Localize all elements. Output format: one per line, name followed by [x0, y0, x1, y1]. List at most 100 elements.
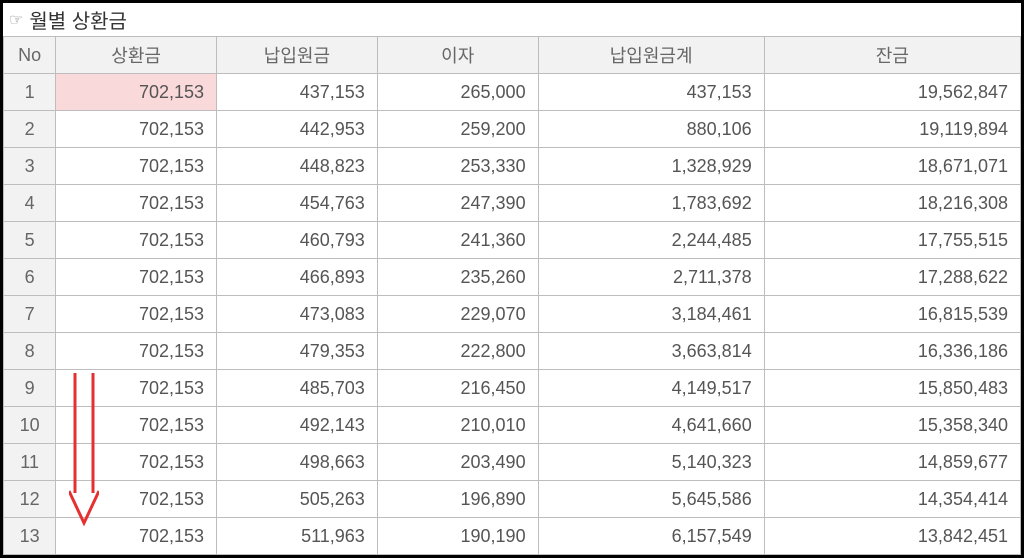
- cell-principal: 460,793: [217, 222, 378, 259]
- cell-interest: 241,360: [377, 222, 538, 259]
- cell-interest: 196,890: [377, 481, 538, 518]
- table-row: 7702,153473,083229,0703,184,46116,815,53…: [4, 296, 1021, 333]
- cell-no: 4: [4, 185, 56, 222]
- cell-balance: 16,815,539: [764, 296, 1020, 333]
- cell-no: 8: [4, 333, 56, 370]
- table-header-row: No 상환금 납입원금 이자 납입원금계 잔금: [4, 37, 1021, 74]
- col-header-principal-total: 납입원금계: [538, 37, 764, 74]
- cell-principal: 466,893: [217, 259, 378, 296]
- cell-principal: 479,353: [217, 333, 378, 370]
- col-header-interest: 이자: [377, 37, 538, 74]
- cell-interest: 235,260: [377, 259, 538, 296]
- table-body: 1702,153437,153265,000437,15319,562,8472…: [4, 74, 1021, 555]
- table-row: 8702,153479,353222,8003,663,81416,336,18…: [4, 333, 1021, 370]
- cell-repay: 702,153: [56, 222, 217, 259]
- cell-principal-total: 3,663,814: [538, 333, 764, 370]
- panel-title-row: ☞ 월별 상환금: [3, 3, 1021, 36]
- cell-interest: 265,000: [377, 74, 538, 111]
- cell-principal: 511,963: [217, 518, 378, 555]
- cell-principal: 473,083: [217, 296, 378, 333]
- cell-balance: 19,119,894: [764, 111, 1020, 148]
- panel-title: 월별 상환금: [29, 5, 127, 34]
- cell-principal-total: 1,783,692: [538, 185, 764, 222]
- cell-principal: 442,953: [217, 111, 378, 148]
- cell-repay: 702,153: [56, 481, 217, 518]
- cell-no: 3: [4, 148, 56, 185]
- col-header-repay: 상환금: [56, 37, 217, 74]
- cell-repay: 702,153: [56, 185, 217, 222]
- cell-principal-total: 5,140,323: [538, 444, 764, 481]
- cell-repay: 702,153: [56, 444, 217, 481]
- table-row: 4702,153454,763247,3901,783,69218,216,30…: [4, 185, 1021, 222]
- cell-balance: 17,288,622: [764, 259, 1020, 296]
- cell-principal: 485,703: [217, 370, 378, 407]
- cell-principal: 492,143: [217, 407, 378, 444]
- cell-interest: 259,200: [377, 111, 538, 148]
- amortization-table: No 상환금 납입원금 이자 납입원금계 잔금 1702,153437,1532…: [3, 36, 1021, 555]
- cell-principal: 448,823: [217, 148, 378, 185]
- cell-balance: 13,842,451: [764, 518, 1020, 555]
- cell-no: 10: [4, 407, 56, 444]
- cell-balance: 16,336,186: [764, 333, 1020, 370]
- cell-principal-total: 880,106: [538, 111, 764, 148]
- cell-balance: 15,850,483: [764, 370, 1020, 407]
- cell-principal-total: 6,157,549: [538, 518, 764, 555]
- cell-principal-total: 2,244,485: [538, 222, 764, 259]
- table-row: 13702,153511,963190,1906,157,54913,842,4…: [4, 518, 1021, 555]
- cell-no: 12: [4, 481, 56, 518]
- cell-principal: 454,763: [217, 185, 378, 222]
- cell-principal-total: 5,645,586: [538, 481, 764, 518]
- cell-balance: 18,671,071: [764, 148, 1020, 185]
- cell-repay: 702,153: [56, 333, 217, 370]
- cell-principal-total: 1,328,929: [538, 148, 764, 185]
- cell-interest: 253,330: [377, 148, 538, 185]
- cell-repay: 702,153: [56, 407, 217, 444]
- cell-repay: 702,153: [56, 74, 217, 111]
- cell-interest: 190,190: [377, 518, 538, 555]
- cell-repay: 702,153: [56, 259, 217, 296]
- cell-balance: 18,216,308: [764, 185, 1020, 222]
- cell-repay: 702,153: [56, 518, 217, 555]
- table-row: 3702,153448,823253,3301,328,92918,671,07…: [4, 148, 1021, 185]
- col-header-no: No: [4, 37, 56, 74]
- cell-repay: 702,153: [56, 111, 217, 148]
- cell-interest: 210,010: [377, 407, 538, 444]
- cell-interest: 229,070: [377, 296, 538, 333]
- cell-principal-total: 2,711,378: [538, 259, 764, 296]
- cell-balance: 14,354,414: [764, 481, 1020, 518]
- cell-no: 9: [4, 370, 56, 407]
- cell-interest: 216,450: [377, 370, 538, 407]
- cell-no: 1: [4, 74, 56, 111]
- col-header-principal: 납입원금: [217, 37, 378, 74]
- table-row: 2702,153442,953259,200880,10619,119,894: [4, 111, 1021, 148]
- cell-no: 5: [4, 222, 56, 259]
- col-header-balance: 잔금: [764, 37, 1020, 74]
- cell-interest: 247,390: [377, 185, 538, 222]
- cell-interest: 203,490: [377, 444, 538, 481]
- cell-no: 2: [4, 111, 56, 148]
- cell-principal-total: 4,641,660: [538, 407, 764, 444]
- cell-no: 13: [4, 518, 56, 555]
- cell-no: 7: [4, 296, 56, 333]
- table-row: 11702,153498,663203,4905,140,32314,859,6…: [4, 444, 1021, 481]
- cell-repay: 702,153: [56, 296, 217, 333]
- cell-balance: 17,755,515: [764, 222, 1020, 259]
- cell-balance: 14,859,677: [764, 444, 1020, 481]
- cell-no: 11: [4, 444, 56, 481]
- table-row: 10702,153492,143210,0104,641,66015,358,3…: [4, 407, 1021, 444]
- cell-interest: 222,800: [377, 333, 538, 370]
- cell-principal-total: 437,153: [538, 74, 764, 111]
- cell-balance: 15,358,340: [764, 407, 1020, 444]
- table-row: 5702,153460,793241,3602,244,48517,755,51…: [4, 222, 1021, 259]
- cell-repay: 702,153: [56, 370, 217, 407]
- cell-principal: 505,263: [217, 481, 378, 518]
- cell-balance: 19,562,847: [764, 74, 1020, 111]
- table-row: 6702,153466,893235,2602,711,37817,288,62…: [4, 259, 1021, 296]
- schedule-panel: ☞ 월별 상환금 No 상환금 납입원금 이자 납입원금계 잔금 1702,15…: [0, 0, 1024, 558]
- table-row: 1702,153437,153265,000437,15319,562,847: [4, 74, 1021, 111]
- pointer-icon: ☞: [9, 10, 23, 30]
- cell-principal: 498,663: [217, 444, 378, 481]
- cell-principal-total: 4,149,517: [538, 370, 764, 407]
- table-row: 9702,153485,703216,4504,149,51715,850,48…: [4, 370, 1021, 407]
- cell-repay: 702,153: [56, 148, 217, 185]
